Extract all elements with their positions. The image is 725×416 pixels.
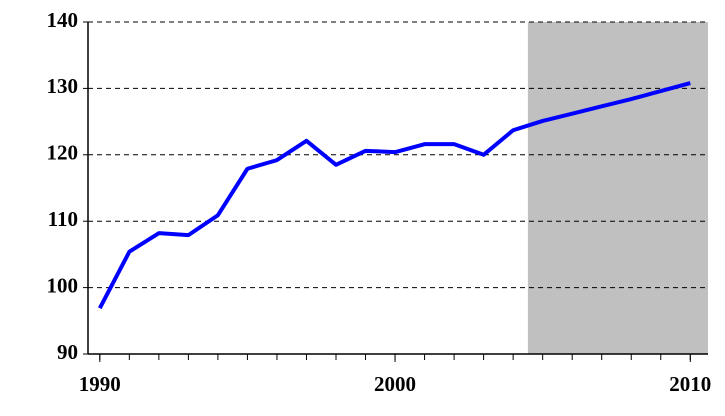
y-tick-label: 140 <box>47 8 79 32</box>
y-tick-label: 100 <box>47 273 79 297</box>
y-tick-label: 90 <box>57 340 78 364</box>
y-tick-label: 120 <box>47 141 79 165</box>
series-line <box>98 81 691 310</box>
x-tick-label: 2010 <box>669 372 711 396</box>
y-tick-label: 110 <box>48 207 78 231</box>
y-tick-label: 130 <box>47 74 79 98</box>
forecast-shade <box>527 22 708 354</box>
x-tick-label: 1990 <box>79 372 121 396</box>
x-tick-label: 2000 <box>374 372 416 396</box>
